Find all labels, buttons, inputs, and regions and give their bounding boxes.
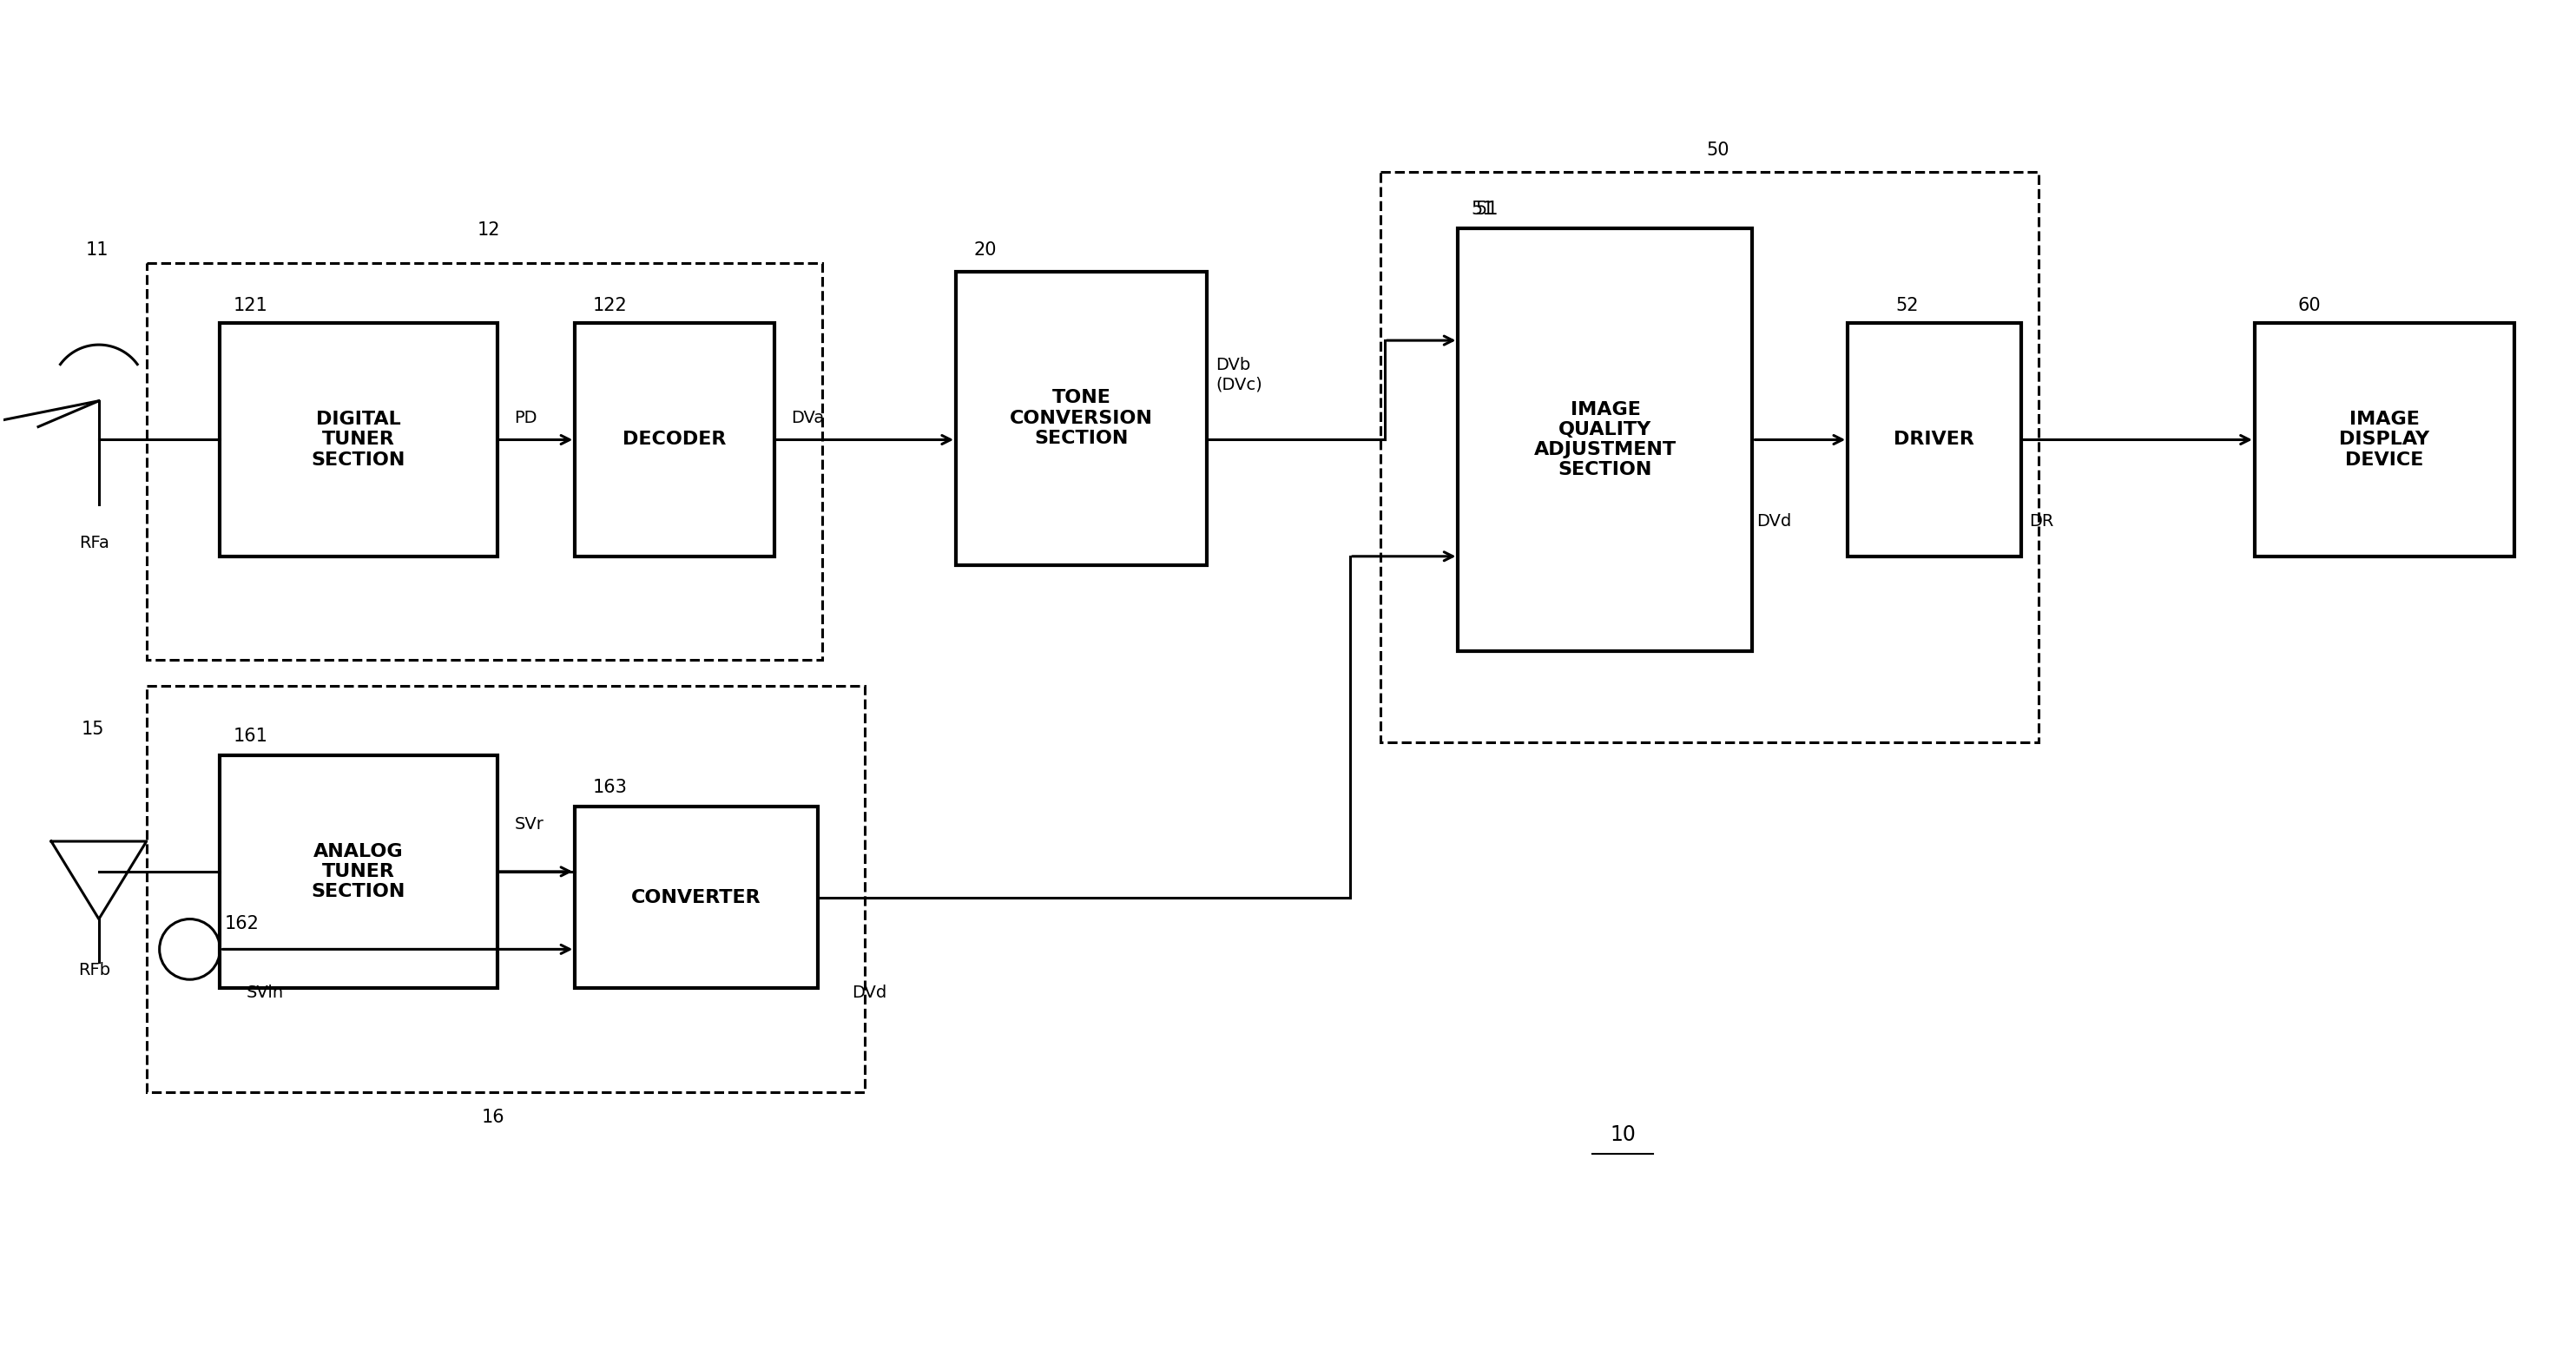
Text: 163: 163 <box>592 780 626 796</box>
Text: ANALOG
TUNER
SECTION: ANALOG TUNER SECTION <box>312 843 404 900</box>
Text: 122: 122 <box>592 297 626 315</box>
Bar <box>574 323 775 556</box>
Text: RFa: RFa <box>80 534 111 551</box>
Text: SVr: SVr <box>515 815 544 833</box>
Text: RFb: RFb <box>77 962 111 978</box>
Bar <box>574 807 817 988</box>
Text: DVa: DVa <box>791 410 824 426</box>
Text: DR: DR <box>2030 514 2053 530</box>
Text: 12: 12 <box>477 221 500 238</box>
Text: 162: 162 <box>224 915 260 932</box>
Text: PD: PD <box>515 410 538 426</box>
Text: 10: 10 <box>1610 1125 1636 1145</box>
Bar <box>219 323 497 556</box>
Text: DVd: DVd <box>1757 514 1793 530</box>
Text: 20: 20 <box>974 241 997 259</box>
Text: IMAGE
QUALITY
ADJUSTMENT
SECTION: IMAGE QUALITY ADJUSTMENT SECTION <box>1535 401 1677 478</box>
Text: 52: 52 <box>1896 297 1919 315</box>
Text: 15: 15 <box>82 721 106 737</box>
Text: IMAGE
DISPLAY
DEVICE: IMAGE DISPLAY DEVICE <box>2339 411 2429 469</box>
Text: 50: 50 <box>1705 141 1728 159</box>
Text: CONVERTER: CONVERTER <box>631 889 760 906</box>
Text: 11: 11 <box>85 241 108 259</box>
Text: DVb
(DVc): DVb (DVc) <box>1216 358 1262 393</box>
Text: DRIVER: DRIVER <box>1893 432 1976 448</box>
Bar <box>147 686 866 1092</box>
Text: 60: 60 <box>2298 297 2321 315</box>
Text: DVd: DVd <box>853 984 886 1000</box>
Bar <box>219 755 497 988</box>
Text: 51: 51 <box>1476 200 1499 218</box>
Bar <box>1381 173 2038 743</box>
Bar <box>2254 323 2514 556</box>
Text: 16: 16 <box>482 1108 505 1126</box>
Text: 121: 121 <box>232 297 268 315</box>
Bar <box>1458 229 1752 651</box>
Text: TONE
CONVERSION
SECTION: TONE CONVERSION SECTION <box>1010 389 1154 447</box>
Text: DIGITAL
TUNER
SECTION: DIGITAL TUNER SECTION <box>312 411 404 469</box>
Text: DECODER: DECODER <box>623 432 726 448</box>
Bar <box>147 263 822 660</box>
Bar <box>1847 323 2022 556</box>
Bar <box>956 271 1208 564</box>
Text: 161: 161 <box>232 727 268 745</box>
Text: 51: 51 <box>1471 200 1494 218</box>
Text: SVin: SVin <box>247 984 283 1000</box>
